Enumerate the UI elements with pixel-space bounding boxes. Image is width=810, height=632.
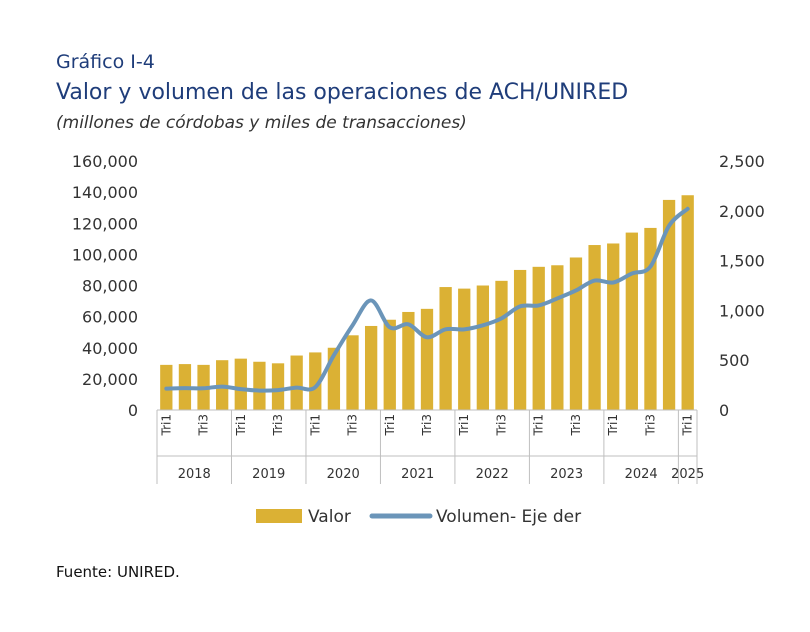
bar: [513, 269, 527, 410]
left-tick-label: 20,000: [82, 370, 138, 389]
bar: [588, 245, 601, 410]
bar: [271, 363, 285, 410]
bar: [234, 358, 247, 410]
left-tick-label: 100,000: [72, 245, 138, 264]
bar: [253, 361, 266, 410]
left-tick-label: 40,000: [82, 339, 138, 358]
right-tick-label: 1,500: [719, 252, 765, 271]
source-note: Fuente: UNIRED.: [56, 563, 180, 581]
year-label: 2021: [401, 467, 434, 482]
bar: [681, 195, 694, 410]
volumen-line-layer: [164, 206, 690, 393]
category-label: Tri1: [532, 414, 546, 436]
category-label: Tri1: [383, 414, 397, 436]
left-tick-label: 160,000: [72, 152, 138, 171]
category-label: Tri1: [308, 414, 322, 436]
bar: [383, 319, 396, 410]
category-label: Tri3: [271, 414, 285, 436]
right-tick-label: 2,000: [719, 202, 765, 221]
category-label: Tri3: [197, 414, 211, 436]
year-label: 2020: [327, 467, 360, 482]
bar: [644, 227, 657, 410]
legend-swatch-valor: [256, 509, 302, 523]
category-label: Tri1: [606, 414, 620, 436]
chart-subtitle: (millones de córdobas y miles de transac…: [56, 113, 467, 133]
category-label: Tri1: [234, 414, 248, 436]
left-tick-label: 80,000: [82, 277, 138, 296]
valor-bars: [160, 195, 694, 410]
category-label: Tri3: [420, 414, 434, 436]
category-label: Tri3: [494, 414, 508, 436]
right-tick-label: 0: [719, 401, 729, 420]
bar: [439, 287, 452, 410]
category-label: Tri3: [346, 414, 360, 436]
bar: [290, 355, 303, 410]
bar: [532, 266, 545, 410]
legend-label-valor: Valor: [308, 507, 351, 527]
left-tick-label: 0: [128, 401, 138, 420]
bar: [364, 325, 378, 410]
category-label: Tri3: [569, 414, 583, 436]
year-label: 2024: [625, 467, 658, 482]
right-tick-label: 1,000: [719, 301, 765, 320]
category-label: Tri1: [159, 414, 173, 436]
year-label: 2022: [476, 467, 509, 482]
bar: [551, 265, 564, 410]
bar: [309, 352, 322, 410]
left-axis: 0 20,000 40,000 60,000 80,000 100,000 120,000 1…: [72, 152, 138, 420]
volumen-line: [164, 206, 690, 393]
year-label: 2018: [178, 467, 211, 482]
left-tick-label: 120,000: [72, 214, 138, 233]
bar: [402, 311, 415, 410]
category-label: Tri3: [643, 414, 657, 436]
bar: [625, 232, 638, 410]
right-axis: 0 500 1,000 1,500 2,000 2,500: [719, 152, 765, 420]
category-label: Tri1: [681, 414, 695, 436]
year-label: 2025: [671, 467, 704, 482]
year-label: 2023: [550, 467, 583, 482]
bar: [607, 243, 620, 410]
bar: [569, 257, 583, 410]
figure-kicker: Gráfico I-4: [56, 51, 155, 73]
right-tick-label: 500: [719, 351, 750, 370]
x-axis: Tri1 Tri3 Tri1 Tri3 Tri1 Tri3 Tri1 Tri3 Tri1 Tri3…: [156, 409, 704, 484]
bar: [420, 308, 434, 410]
bar: [458, 288, 471, 410]
year-label: 2019: [252, 467, 285, 482]
chart-title: Valor y volumen de las operaciones de AC…: [56, 80, 628, 105]
bar: [476, 285, 490, 410]
right-tick-label: 2,500: [719, 152, 765, 171]
bar: [346, 335, 359, 410]
category-label: Tri1: [457, 414, 471, 436]
bar: [495, 280, 508, 410]
bar: [662, 199, 676, 410]
legend-label-volumen: Volumen- Eje der: [436, 507, 581, 527]
legend: Valor Volumen- Eje der: [256, 507, 581, 527]
left-tick-label: 60,000: [82, 308, 138, 327]
left-tick-label: 140,000: [72, 183, 138, 202]
